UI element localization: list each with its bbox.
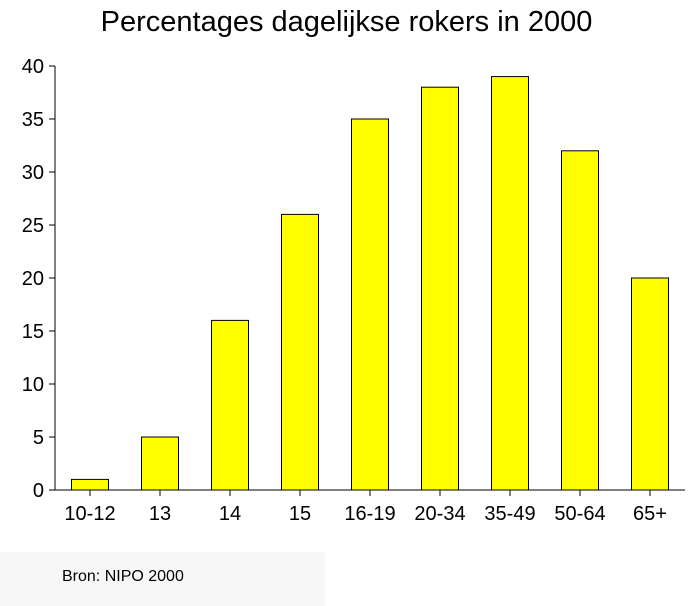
y-tick-label: 15	[22, 321, 44, 343]
x-tick-label: 35-49	[484, 503, 535, 525]
bar	[421, 86, 459, 491]
y-tick-label: 20	[22, 268, 44, 290]
bars	[71, 76, 669, 491]
source-text: Bron: NIPO 2000	[62, 568, 184, 585]
source-box	[0, 552, 325, 606]
bar	[211, 319, 249, 491]
x-axis: 10-12 13 14 15 16-19 20-34 35-49 50-64 65+	[55, 489, 685, 525]
y-axis: 0 5 10 15 20 25 30 35 40	[22, 56, 56, 502]
y-tick-label: 40	[22, 56, 44, 78]
y-tick-label: 30	[22, 162, 44, 184]
bar	[141, 436, 179, 491]
x-tick-label: 20-34	[414, 503, 465, 525]
bar	[491, 76, 529, 491]
bar	[71, 478, 109, 491]
y-tick-label: 10	[22, 374, 44, 396]
bar	[281, 213, 319, 491]
y-tick-label: 0	[33, 480, 44, 502]
x-tick-label: 10-12	[64, 503, 115, 525]
x-tick-label: 50-64	[554, 503, 605, 525]
x-tick-label: 13	[149, 503, 171, 525]
bar	[351, 118, 389, 491]
y-tick-label: 5	[33, 427, 44, 449]
chart-title: Percentages dagelijkse rokers in 2000	[100, 6, 593, 38]
x-tick-label: 65+	[633, 503, 667, 525]
x-tick-label: 14	[219, 503, 241, 525]
y-tick-label: 35	[22, 109, 44, 131]
bar	[561, 150, 599, 491]
bar	[631, 277, 669, 491]
x-tick-label: 15	[289, 503, 311, 525]
x-tick-label: 16-19	[344, 503, 395, 525]
y-tick-label: 25	[22, 215, 44, 237]
